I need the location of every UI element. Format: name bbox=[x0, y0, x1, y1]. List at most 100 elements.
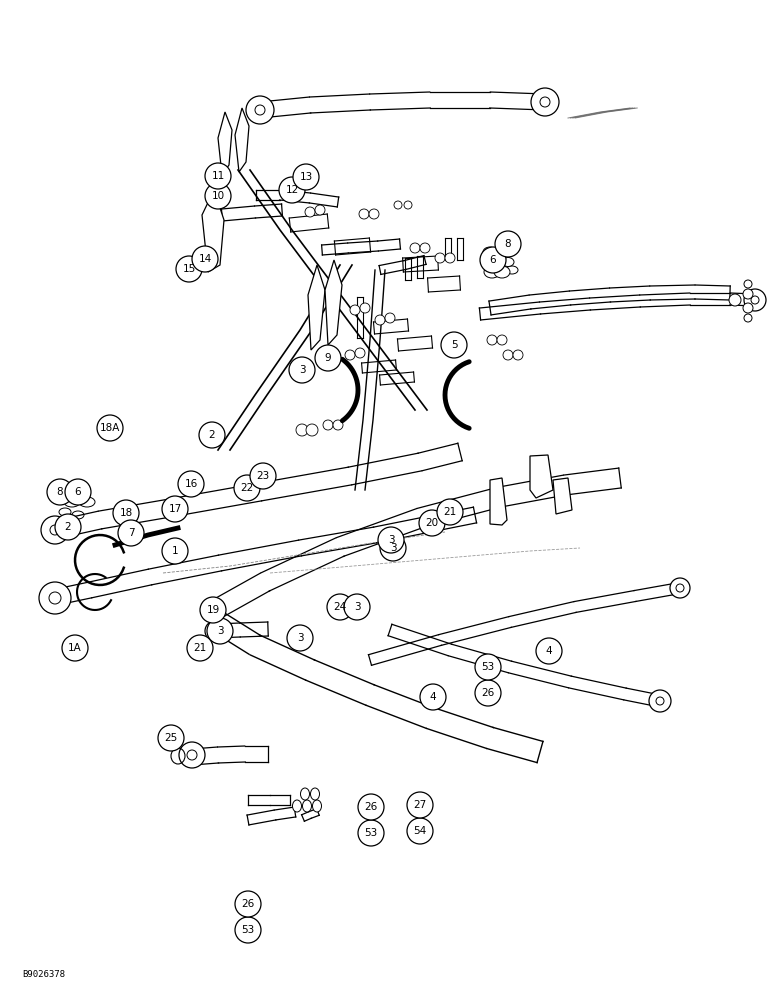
Text: 5: 5 bbox=[451, 340, 457, 350]
Circle shape bbox=[296, 424, 308, 436]
Text: 18A: 18A bbox=[100, 423, 120, 433]
Circle shape bbox=[158, 725, 184, 751]
Circle shape bbox=[358, 820, 384, 846]
Circle shape bbox=[162, 496, 188, 522]
Ellipse shape bbox=[313, 800, 321, 812]
Circle shape bbox=[306, 424, 318, 436]
Polygon shape bbox=[308, 265, 325, 350]
Text: 8: 8 bbox=[505, 239, 511, 249]
Text: 10: 10 bbox=[212, 191, 225, 201]
Ellipse shape bbox=[303, 800, 311, 812]
Circle shape bbox=[305, 207, 315, 217]
Text: 3: 3 bbox=[354, 602, 361, 612]
Circle shape bbox=[487, 335, 497, 345]
Text: 3: 3 bbox=[217, 626, 223, 636]
Ellipse shape bbox=[310, 788, 320, 800]
Circle shape bbox=[187, 750, 197, 760]
Circle shape bbox=[355, 348, 365, 358]
Ellipse shape bbox=[484, 266, 500, 278]
Circle shape bbox=[345, 350, 355, 360]
Circle shape bbox=[536, 638, 562, 664]
Circle shape bbox=[118, 520, 144, 546]
Circle shape bbox=[246, 96, 274, 124]
Text: 3: 3 bbox=[388, 535, 394, 545]
Text: 53: 53 bbox=[482, 662, 495, 672]
Circle shape bbox=[50, 525, 60, 535]
Circle shape bbox=[350, 305, 360, 315]
Circle shape bbox=[385, 313, 395, 323]
Text: 6: 6 bbox=[489, 255, 496, 265]
Text: 53: 53 bbox=[364, 828, 378, 838]
Circle shape bbox=[656, 697, 664, 705]
Text: 21: 21 bbox=[443, 507, 456, 517]
Polygon shape bbox=[202, 190, 224, 272]
Circle shape bbox=[289, 357, 315, 383]
Circle shape bbox=[441, 332, 467, 358]
Text: 6: 6 bbox=[75, 487, 81, 497]
Circle shape bbox=[513, 350, 523, 360]
Text: 18: 18 bbox=[120, 508, 133, 518]
Polygon shape bbox=[530, 455, 553, 498]
Circle shape bbox=[162, 538, 188, 564]
Text: 8: 8 bbox=[56, 487, 63, 497]
Circle shape bbox=[407, 792, 433, 818]
Text: 26: 26 bbox=[242, 899, 255, 909]
Text: 20: 20 bbox=[425, 518, 438, 528]
Circle shape bbox=[744, 289, 766, 311]
Circle shape bbox=[369, 209, 379, 219]
Circle shape bbox=[531, 88, 559, 116]
Circle shape bbox=[179, 742, 205, 768]
Text: 1: 1 bbox=[171, 546, 178, 556]
Circle shape bbox=[475, 680, 501, 706]
Circle shape bbox=[495, 231, 521, 257]
Circle shape bbox=[293, 164, 319, 190]
Circle shape bbox=[41, 516, 69, 544]
Circle shape bbox=[97, 415, 123, 441]
Circle shape bbox=[344, 594, 370, 620]
Circle shape bbox=[670, 578, 690, 598]
Circle shape bbox=[375, 315, 385, 325]
Circle shape bbox=[407, 818, 433, 844]
Text: 24: 24 bbox=[334, 602, 347, 612]
Circle shape bbox=[475, 654, 501, 680]
Circle shape bbox=[207, 618, 233, 644]
Circle shape bbox=[235, 917, 261, 943]
Text: 23: 23 bbox=[256, 471, 269, 481]
Text: 14: 14 bbox=[198, 254, 212, 264]
Circle shape bbox=[192, 246, 218, 272]
Circle shape bbox=[235, 891, 261, 917]
Circle shape bbox=[419, 510, 445, 536]
Circle shape bbox=[359, 209, 369, 219]
Text: 11: 11 bbox=[212, 171, 225, 181]
Circle shape bbox=[205, 183, 231, 209]
Circle shape bbox=[743, 289, 753, 299]
Circle shape bbox=[39, 582, 71, 614]
Circle shape bbox=[199, 422, 225, 448]
Circle shape bbox=[410, 243, 420, 253]
Circle shape bbox=[751, 296, 759, 304]
Text: B9026378: B9026378 bbox=[22, 970, 65, 979]
Text: 53: 53 bbox=[242, 925, 255, 935]
Circle shape bbox=[211, 627, 219, 635]
Circle shape bbox=[743, 303, 753, 313]
Text: 17: 17 bbox=[168, 504, 181, 514]
Circle shape bbox=[205, 621, 225, 641]
Circle shape bbox=[176, 256, 202, 282]
Circle shape bbox=[255, 105, 265, 115]
Polygon shape bbox=[490, 478, 507, 525]
Text: 3: 3 bbox=[296, 633, 303, 643]
Circle shape bbox=[113, 500, 139, 526]
Circle shape bbox=[49, 592, 61, 604]
Circle shape bbox=[729, 294, 741, 306]
Polygon shape bbox=[218, 112, 232, 175]
Ellipse shape bbox=[494, 266, 510, 278]
Circle shape bbox=[503, 350, 513, 360]
Text: 9: 9 bbox=[325, 353, 331, 363]
Text: 25: 25 bbox=[164, 733, 178, 743]
Circle shape bbox=[287, 625, 313, 651]
Circle shape bbox=[234, 475, 260, 501]
Circle shape bbox=[649, 690, 671, 712]
Circle shape bbox=[279, 177, 305, 203]
Text: 13: 13 bbox=[300, 172, 313, 182]
Circle shape bbox=[676, 584, 684, 592]
